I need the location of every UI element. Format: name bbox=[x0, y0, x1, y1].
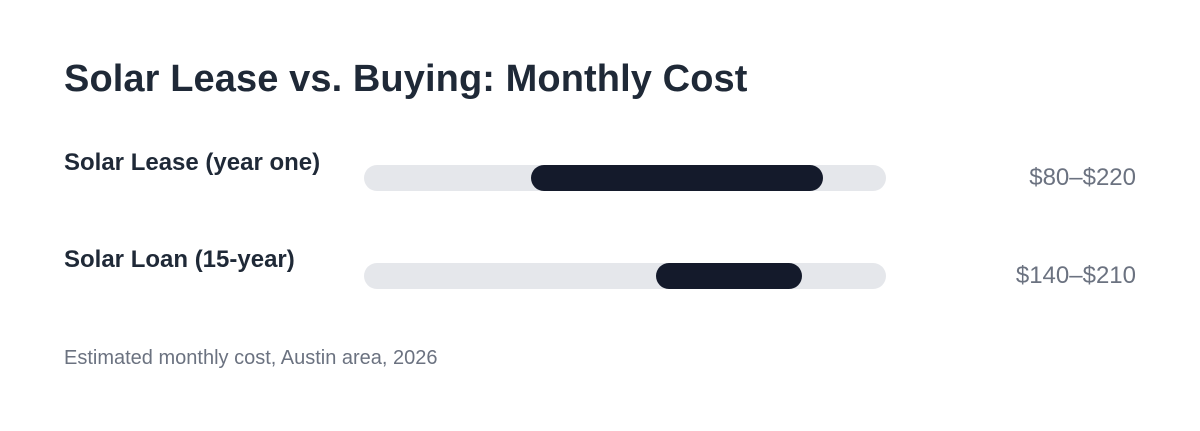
row-label: Solar Lease (year one) bbox=[64, 149, 321, 176]
range-value-label: $140–$210 bbox=[1015, 262, 1136, 289]
range-bar bbox=[531, 165, 824, 191]
range-row: Solar Loan (15-year) $140–$210 bbox=[64, 243, 1136, 313]
range-row: Solar Lease (year one) $80–$220 bbox=[64, 146, 1136, 216]
row-label: Solar Loan (15-year) bbox=[64, 246, 295, 273]
range-track bbox=[364, 263, 886, 289]
range-value-label: $80–$220 bbox=[1029, 164, 1136, 191]
chart-footnote: Estimated monthly cost, Austin area, 202… bbox=[64, 347, 438, 369]
range-track bbox=[364, 165, 886, 191]
range-bar bbox=[656, 263, 803, 289]
chart-title: Solar Lease vs. Buying: Monthly Cost bbox=[64, 58, 748, 100]
